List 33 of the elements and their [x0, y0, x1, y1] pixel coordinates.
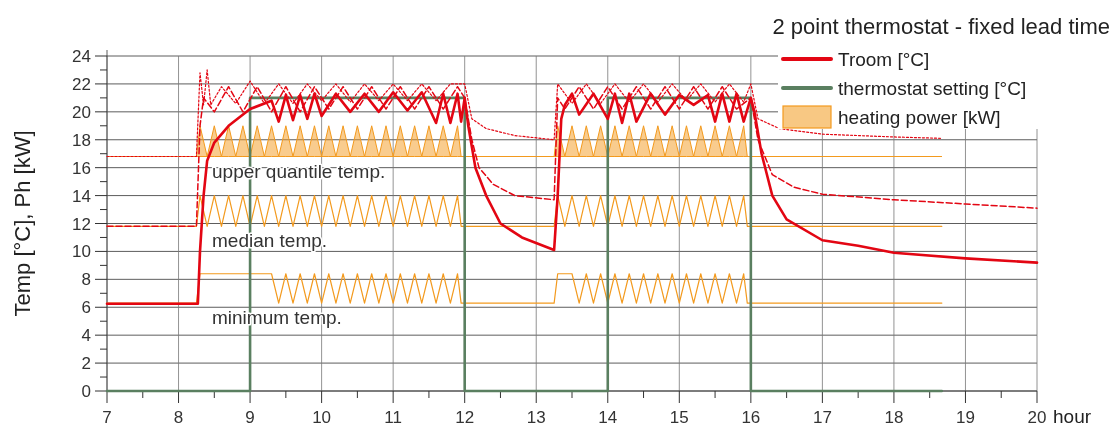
legend-label: thermostat setting [°C]	[838, 78, 1027, 99]
x-tick-label: 19	[956, 408, 975, 427]
x-tick-label: 9	[245, 408, 255, 427]
y-tick-label: 10	[72, 242, 91, 262]
x-tick-label: 20	[1027, 408, 1047, 427]
x-axis-title: hour	[1053, 406, 1092, 427]
x-tick-label: 14	[598, 408, 618, 427]
y-tick-label: 14	[72, 186, 91, 206]
x-tick-label: 12	[455, 408, 475, 427]
x-tick-label: 18	[884, 408, 904, 427]
chart-title: 2 point thermostat - fixed lead time	[772, 14, 1110, 39]
x-tick-label: 13	[526, 408, 546, 427]
y-axis-title: Temp [°C], Ph [kW]	[10, 130, 35, 317]
y-tick-label: 8	[81, 270, 91, 290]
x-tick-label: 15	[669, 408, 689, 427]
y-tick-label: 22	[72, 74, 91, 94]
x-tick-label: 11	[384, 408, 402, 427]
legend-label: heating power [kW]	[838, 107, 1001, 128]
x-tick-label: 8	[173, 408, 184, 427]
y-tick-label: 4	[81, 326, 91, 346]
x-tick-label: 17	[812, 408, 832, 427]
y-tick-label: 16	[72, 158, 91, 178]
y-tick-label: 12	[72, 214, 91, 234]
legend-label: Troom [°C]	[838, 49, 930, 70]
y-tick-label: 6	[81, 298, 91, 318]
y-tick-label: 18	[72, 130, 91, 150]
x-tick-label: 10	[312, 408, 332, 427]
x-tick-label: 7	[102, 408, 112, 427]
y-tick-label: 2	[81, 354, 91, 374]
y-tick-label: 24	[72, 47, 91, 66]
y-tick-label: 20	[72, 102, 91, 122]
x-tick-label: 16	[741, 408, 761, 427]
y-tick-label: 0	[81, 382, 91, 401]
